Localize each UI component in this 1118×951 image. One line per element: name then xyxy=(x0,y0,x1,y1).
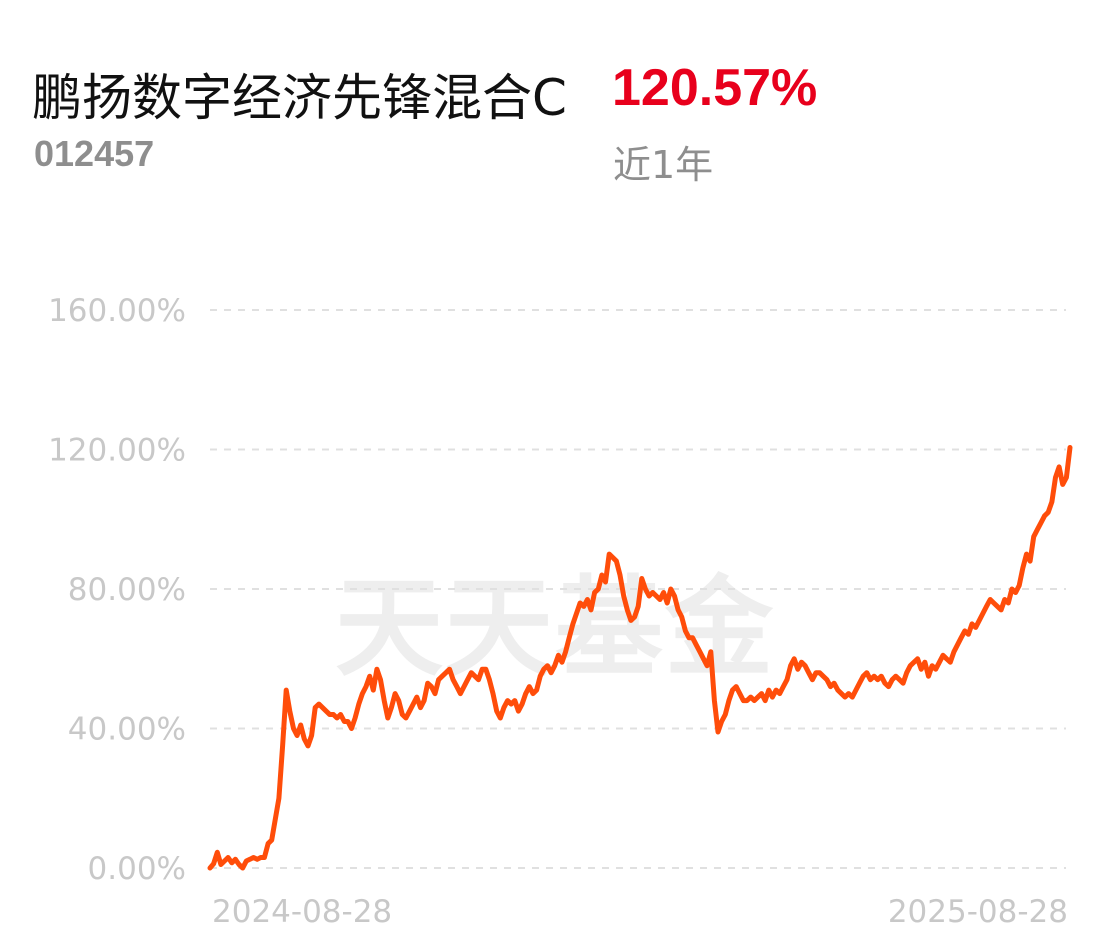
fund-name: 鹏扬数字经济先锋混合C xyxy=(32,69,567,127)
y-tick-label: 120.00% xyxy=(48,433,186,469)
return-line xyxy=(207,445,1073,871)
x-tick-label: 2024-08-28 xyxy=(212,894,392,930)
period-label[interactable]: 近1年 xyxy=(613,143,714,187)
watermark: 天天基金 xyxy=(335,565,775,691)
y-tick-label: 40.00% xyxy=(68,712,186,748)
y-tick-label: 80.00% xyxy=(68,572,186,608)
x-tick-label: 2025-08-28 xyxy=(888,894,1068,930)
y-tick-label: 0.00% xyxy=(88,851,186,887)
y-tick-label: 160.00% xyxy=(48,293,186,329)
x-axis-ticks: 2024-08-28 2025-08-28 xyxy=(212,894,1068,930)
y-axis-ticks: 0.00% 40.00% 80.00% 120.00% 160.00% xyxy=(48,293,186,887)
return-value: 120.57% xyxy=(612,59,818,117)
fund-code: 012457 xyxy=(34,133,155,174)
